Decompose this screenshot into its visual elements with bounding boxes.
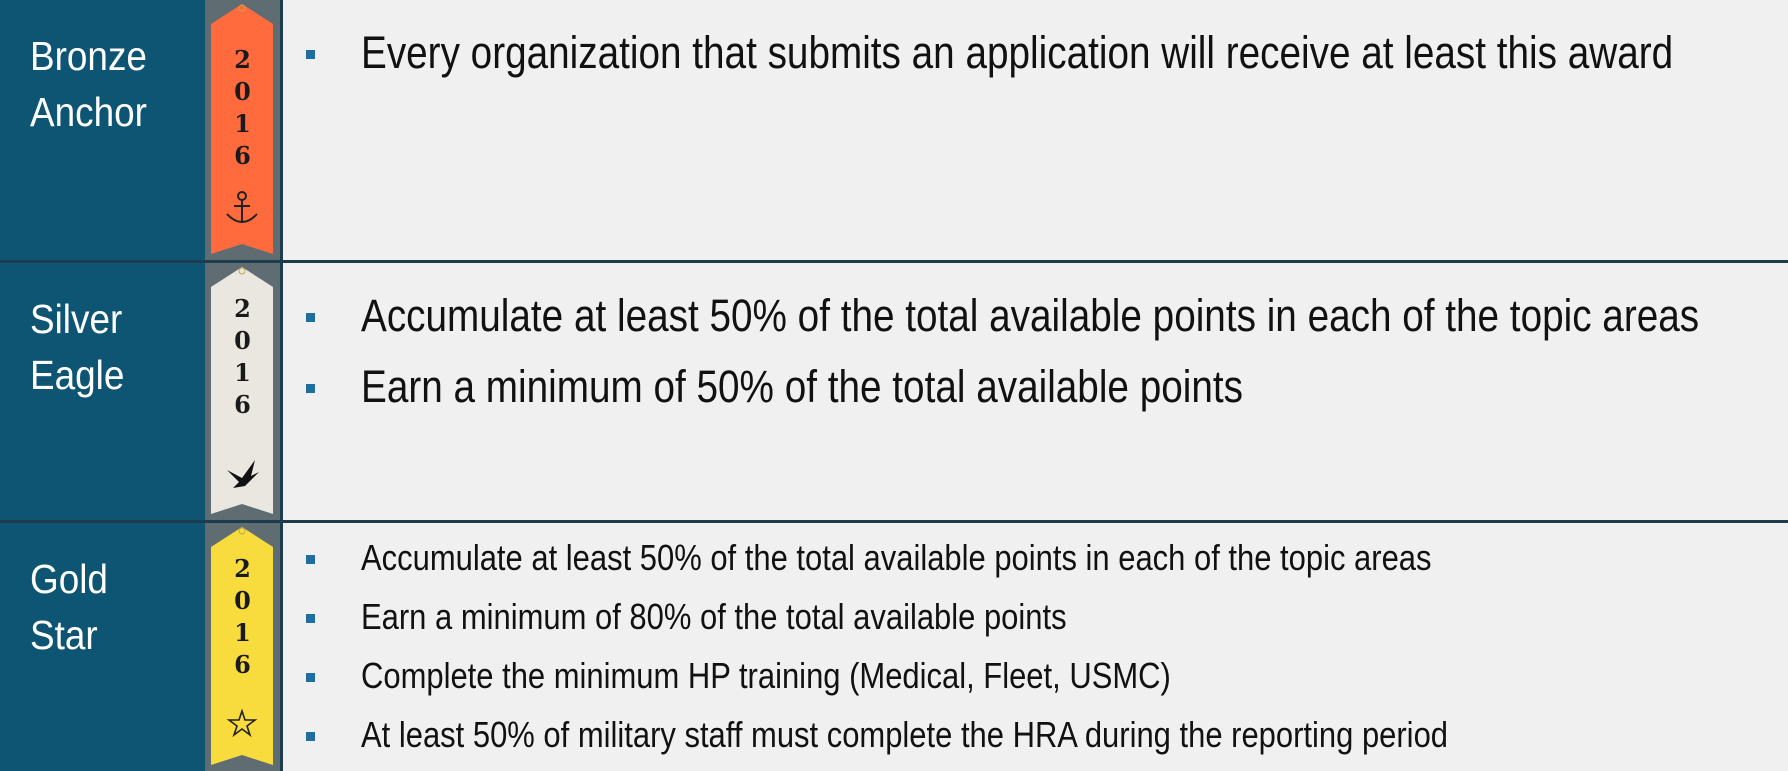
award-name: Gold Star xyxy=(30,551,165,663)
criterion-text: Every organization that submits an appli… xyxy=(361,27,1673,79)
award-name-cell: Gold Star xyxy=(0,523,205,771)
criteria-cell: Accumulate at least 50% of the total ava… xyxy=(283,263,1788,520)
bullet-marker xyxy=(306,673,315,682)
bullet-marker xyxy=(306,313,315,322)
criterion-text: Earn a minimum of 80% of the total avail… xyxy=(361,596,1067,638)
award-name: Bronze Anchor xyxy=(30,28,165,140)
award-name-cell: Silver Eagle xyxy=(0,263,205,520)
award-name-cell: Bronze Anchor xyxy=(0,0,205,260)
bullet-marker xyxy=(306,50,315,59)
criterion-text: Accumulate at least 50% of the total ava… xyxy=(361,290,1699,342)
criterion-text: Accumulate at least 50% of the total ava… xyxy=(361,537,1431,579)
criteria-cell: Every organization that submits an appli… xyxy=(283,0,1788,260)
bullet-marker xyxy=(306,732,315,741)
bullet-marker xyxy=(306,555,315,564)
bullet-marker xyxy=(306,614,315,623)
criterion-text: Complete the minimum HP training (Medica… xyxy=(361,655,1171,697)
award-name: Silver Eagle xyxy=(30,291,165,403)
criterion-text: Earn a minimum of 50% of the total avail… xyxy=(361,361,1243,413)
criterion-text: At least 50% of military staff must comp… xyxy=(361,714,1448,756)
criteria-cell: Accumulate at least 50% of the total ava… xyxy=(283,523,1788,771)
bullet-marker xyxy=(306,384,315,393)
award-table: Bronze Anchor 2016 Every organization that… xyxy=(0,0,1788,771)
